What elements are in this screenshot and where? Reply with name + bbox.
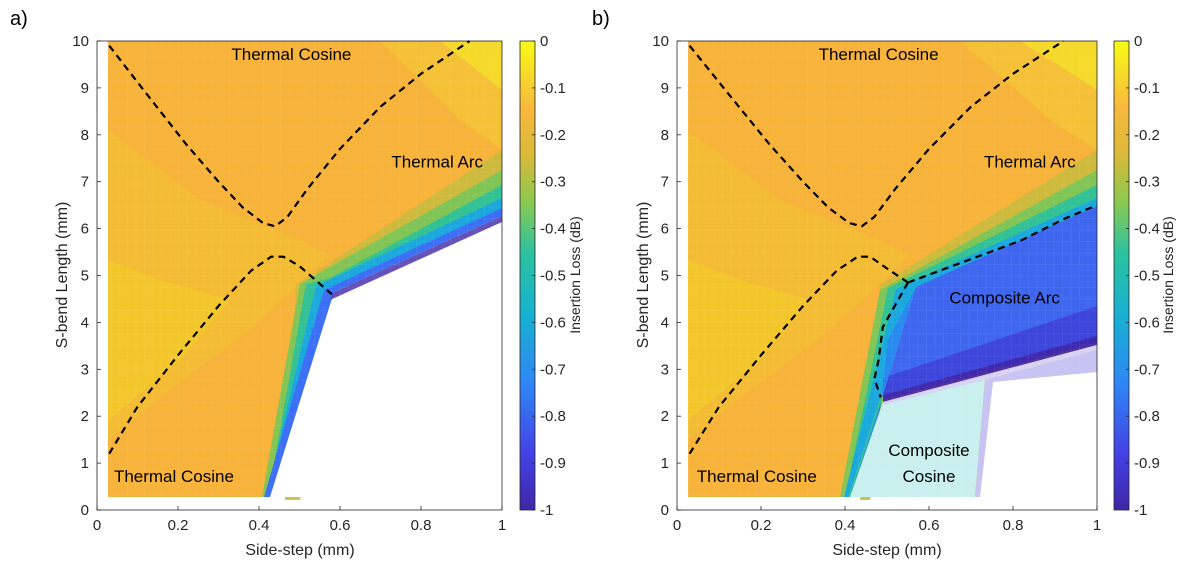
- x-tick-label: 0.6: [330, 517, 351, 534]
- y-axis-a: 0 1 2 3 4 5 6 7 8 9 10: [72, 33, 101, 519]
- colorbar-a: 0-0.1-0.2-0.3-0.4-0.5-0.6-0.7-0.8-0.9-1 …: [519, 33, 583, 519]
- regime-boundary: [108, 40, 471, 228]
- x-tick-label: 0.6: [919, 517, 940, 534]
- panel-label-b: b): [592, 8, 610, 30]
- colorbar-tick-label: -0.9: [1134, 455, 1160, 472]
- regime-boundary: [688, 40, 1065, 228]
- y-axis-label-b: S-bend Length (mm): [635, 202, 652, 349]
- x-tick-label: 0.8: [411, 517, 432, 534]
- colorbar-ticks-a: 0 -0.1 -0.2 -0.3 -0.4 -0.5 -0.6 -0.7 -0.8 -0.9 -1: [532, 33, 566, 519]
- colorbar-tick-label: -0.5: [540, 268, 566, 285]
- region-label: Thermal Arc: [391, 153, 483, 172]
- y-tick-label: 2: [81, 408, 89, 425]
- colorbar-tick-label: -0.7: [1134, 361, 1160, 378]
- region-labels-b: Thermal Cosine Thermal Arc Composite Arc Co…: [697, 45, 1076, 486]
- colorbar-tick-label: -0.8: [540, 408, 566, 425]
- regime-boundaries-b: [688, 40, 1098, 455]
- colorbar-tick-label: -0.5: [1134, 268, 1160, 285]
- regime-boundary: [873, 281, 909, 398]
- x-tick-label: 0.4: [835, 517, 856, 534]
- y-tick-label: 4: [81, 314, 89, 331]
- colorbar-tick-label: -0.4: [540, 221, 566, 238]
- colorbar-tick-label: -0.2: [1134, 127, 1160, 144]
- colorbar-tick-label: -0.7: [540, 361, 566, 378]
- colorbar-b: 0-0.1-0.2-0.3-0.4-0.5-0.6-0.7-0.8-0.9-1 …: [1113, 33, 1176, 519]
- y-tick-label: 1: [661, 455, 669, 472]
- region-label: Thermal Arc: [984, 153, 1076, 172]
- y-tick-label: 8: [661, 127, 669, 144]
- region-label: Thermal Cosine: [114, 467, 234, 486]
- regime-boundary: [688, 255, 909, 455]
- regime-boundary: [907, 204, 1098, 284]
- y-tick-label: 10: [72, 33, 89, 50]
- y-tick-label: 10: [652, 33, 669, 50]
- y-tick-label: 0: [661, 502, 669, 519]
- region-label: Thermal Cosine: [231, 45, 351, 64]
- panel-a: a) The: [10, 8, 583, 559]
- colorbar-tick-label: -1: [1134, 502, 1147, 519]
- y-tick-label: 3: [661, 361, 669, 378]
- y-tick-label: 8: [81, 127, 89, 144]
- y-tick-label: 0: [81, 502, 89, 519]
- x-axis-a: 0 0.2 0.4 0.6 0.8 1: [93, 506, 506, 534]
- panel-label-a: a): [10, 8, 28, 30]
- x-tick-label: 1: [1093, 517, 1101, 534]
- region-labels-a: Thermal Cosine Thermal Arc Thermal Cosine: [114, 45, 484, 486]
- regime-boundaries-a: [108, 40, 471, 455]
- colorbar-label-b: Insertion Loss (dB): [1160, 216, 1176, 334]
- colorbar-tick-label: -0.8: [1134, 408, 1160, 425]
- x-tick-label: 0: [93, 517, 101, 534]
- colorbar-tick-label: -0.6: [540, 314, 566, 331]
- region-label: Thermal Cosine: [697, 467, 817, 486]
- region-label: Composite Arc: [949, 289, 1060, 308]
- regime-boundary: [108, 255, 333, 455]
- x-tick-label: 0.8: [1003, 517, 1024, 534]
- colorbar-tick-label: -0.3: [540, 174, 566, 191]
- region-label: Cosine: [903, 467, 956, 486]
- x-tick-label: 0.2: [751, 517, 772, 534]
- y-tick-label: 5: [661, 268, 669, 285]
- colorbar-tick-label: -0.1: [1134, 80, 1160, 97]
- colorbar-tick-label: -0.3: [1134, 174, 1160, 191]
- y-tick-label: 9: [81, 80, 89, 97]
- heatmap-b: [688, 41, 1097, 500]
- y-tick-label: 2: [661, 408, 669, 425]
- y-axis-b: 0 1 2 3 4 5 6 7 8 9 10: [652, 33, 681, 519]
- colorbar-tick-label: -0.4: [1134, 221, 1160, 238]
- y-axis-label-a: S-bend Length (mm): [54, 202, 71, 349]
- y-tick-label: 1: [81, 455, 89, 472]
- y-tick-label: 7: [661, 174, 669, 191]
- colorbar-tick-label: -0.2: [540, 127, 566, 144]
- y-tick-label: 6: [661, 221, 669, 238]
- y-tick-label: 5: [81, 268, 89, 285]
- colorbar-tick-label: 0: [1134, 33, 1142, 50]
- region-label: Thermal Cosine: [819, 45, 939, 64]
- x-axis-label-a: Side-step (mm): [245, 542, 354, 559]
- y-tick-label: 3: [81, 361, 89, 378]
- x-tick-label: 1: [498, 517, 506, 534]
- x-axis-b: 0 0.2 0.4 0.6 0.8 1: [673, 506, 1101, 534]
- region-label: Composite: [888, 441, 969, 460]
- colorbar-tick-label: 0: [540, 33, 548, 50]
- x-tick-label: 0.4: [249, 517, 270, 534]
- colorbar-tick-label: -1: [540, 502, 553, 519]
- colorbar-tick-label: -0.6: [1134, 314, 1160, 331]
- colorbar-label-a: Insertion Loss (dB): [567, 216, 583, 334]
- x-tick-label: 0.2: [168, 517, 189, 534]
- colorbar-tick-label: -0.1: [540, 80, 566, 97]
- x-axis-label-b: Side-step (mm): [832, 542, 941, 559]
- y-tick-label: 7: [81, 174, 89, 191]
- heatmap-a: [108, 41, 502, 500]
- y-tick-label: 6: [81, 221, 89, 238]
- y-tick-label: 9: [661, 80, 669, 97]
- y-tick-label: 4: [661, 314, 669, 331]
- colorbar-tick-label: -0.9: [540, 455, 566, 472]
- x-tick-label: 0: [673, 517, 681, 534]
- colorbar-ticks-b: 0 -0.1 -0.2 -0.3 -0.4 -0.5 -0.6 -0.7 -0.8 -0.9 -1: [1126, 33, 1160, 519]
